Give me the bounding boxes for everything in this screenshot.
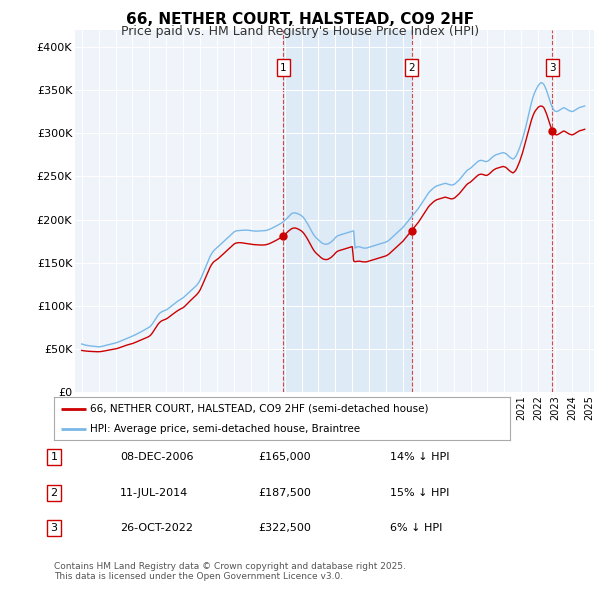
Text: Contains HM Land Registry data © Crown copyright and database right 2025.
This d: Contains HM Land Registry data © Crown c… xyxy=(54,562,406,581)
Text: 1: 1 xyxy=(280,63,287,73)
Text: £322,500: £322,500 xyxy=(258,523,311,533)
Text: 2: 2 xyxy=(50,488,58,497)
Text: 6% ↓ HPI: 6% ↓ HPI xyxy=(390,523,442,533)
Text: HPI: Average price, semi-detached house, Braintree: HPI: Average price, semi-detached house,… xyxy=(91,424,361,434)
Text: 14% ↓ HPI: 14% ↓ HPI xyxy=(390,453,449,462)
Text: £165,000: £165,000 xyxy=(258,453,311,462)
Text: 3: 3 xyxy=(50,523,58,533)
Text: £187,500: £187,500 xyxy=(258,488,311,497)
Text: 11-JUL-2014: 11-JUL-2014 xyxy=(120,488,188,497)
Text: 26-OCT-2022: 26-OCT-2022 xyxy=(120,523,193,533)
Text: 3: 3 xyxy=(549,63,556,73)
Text: Price paid vs. HM Land Registry's House Price Index (HPI): Price paid vs. HM Land Registry's House … xyxy=(121,25,479,38)
Text: 15% ↓ HPI: 15% ↓ HPI xyxy=(390,488,449,497)
Bar xyxy=(283,30,412,392)
Text: 66, NETHER COURT, HALSTEAD, CO9 2HF: 66, NETHER COURT, HALSTEAD, CO9 2HF xyxy=(126,12,474,27)
Text: 2: 2 xyxy=(409,63,415,73)
Text: 66, NETHER COURT, HALSTEAD, CO9 2HF (semi-detached house): 66, NETHER COURT, HALSTEAD, CO9 2HF (sem… xyxy=(91,404,429,414)
Text: 08-DEC-2006: 08-DEC-2006 xyxy=(120,453,193,462)
Text: 1: 1 xyxy=(50,453,58,462)
